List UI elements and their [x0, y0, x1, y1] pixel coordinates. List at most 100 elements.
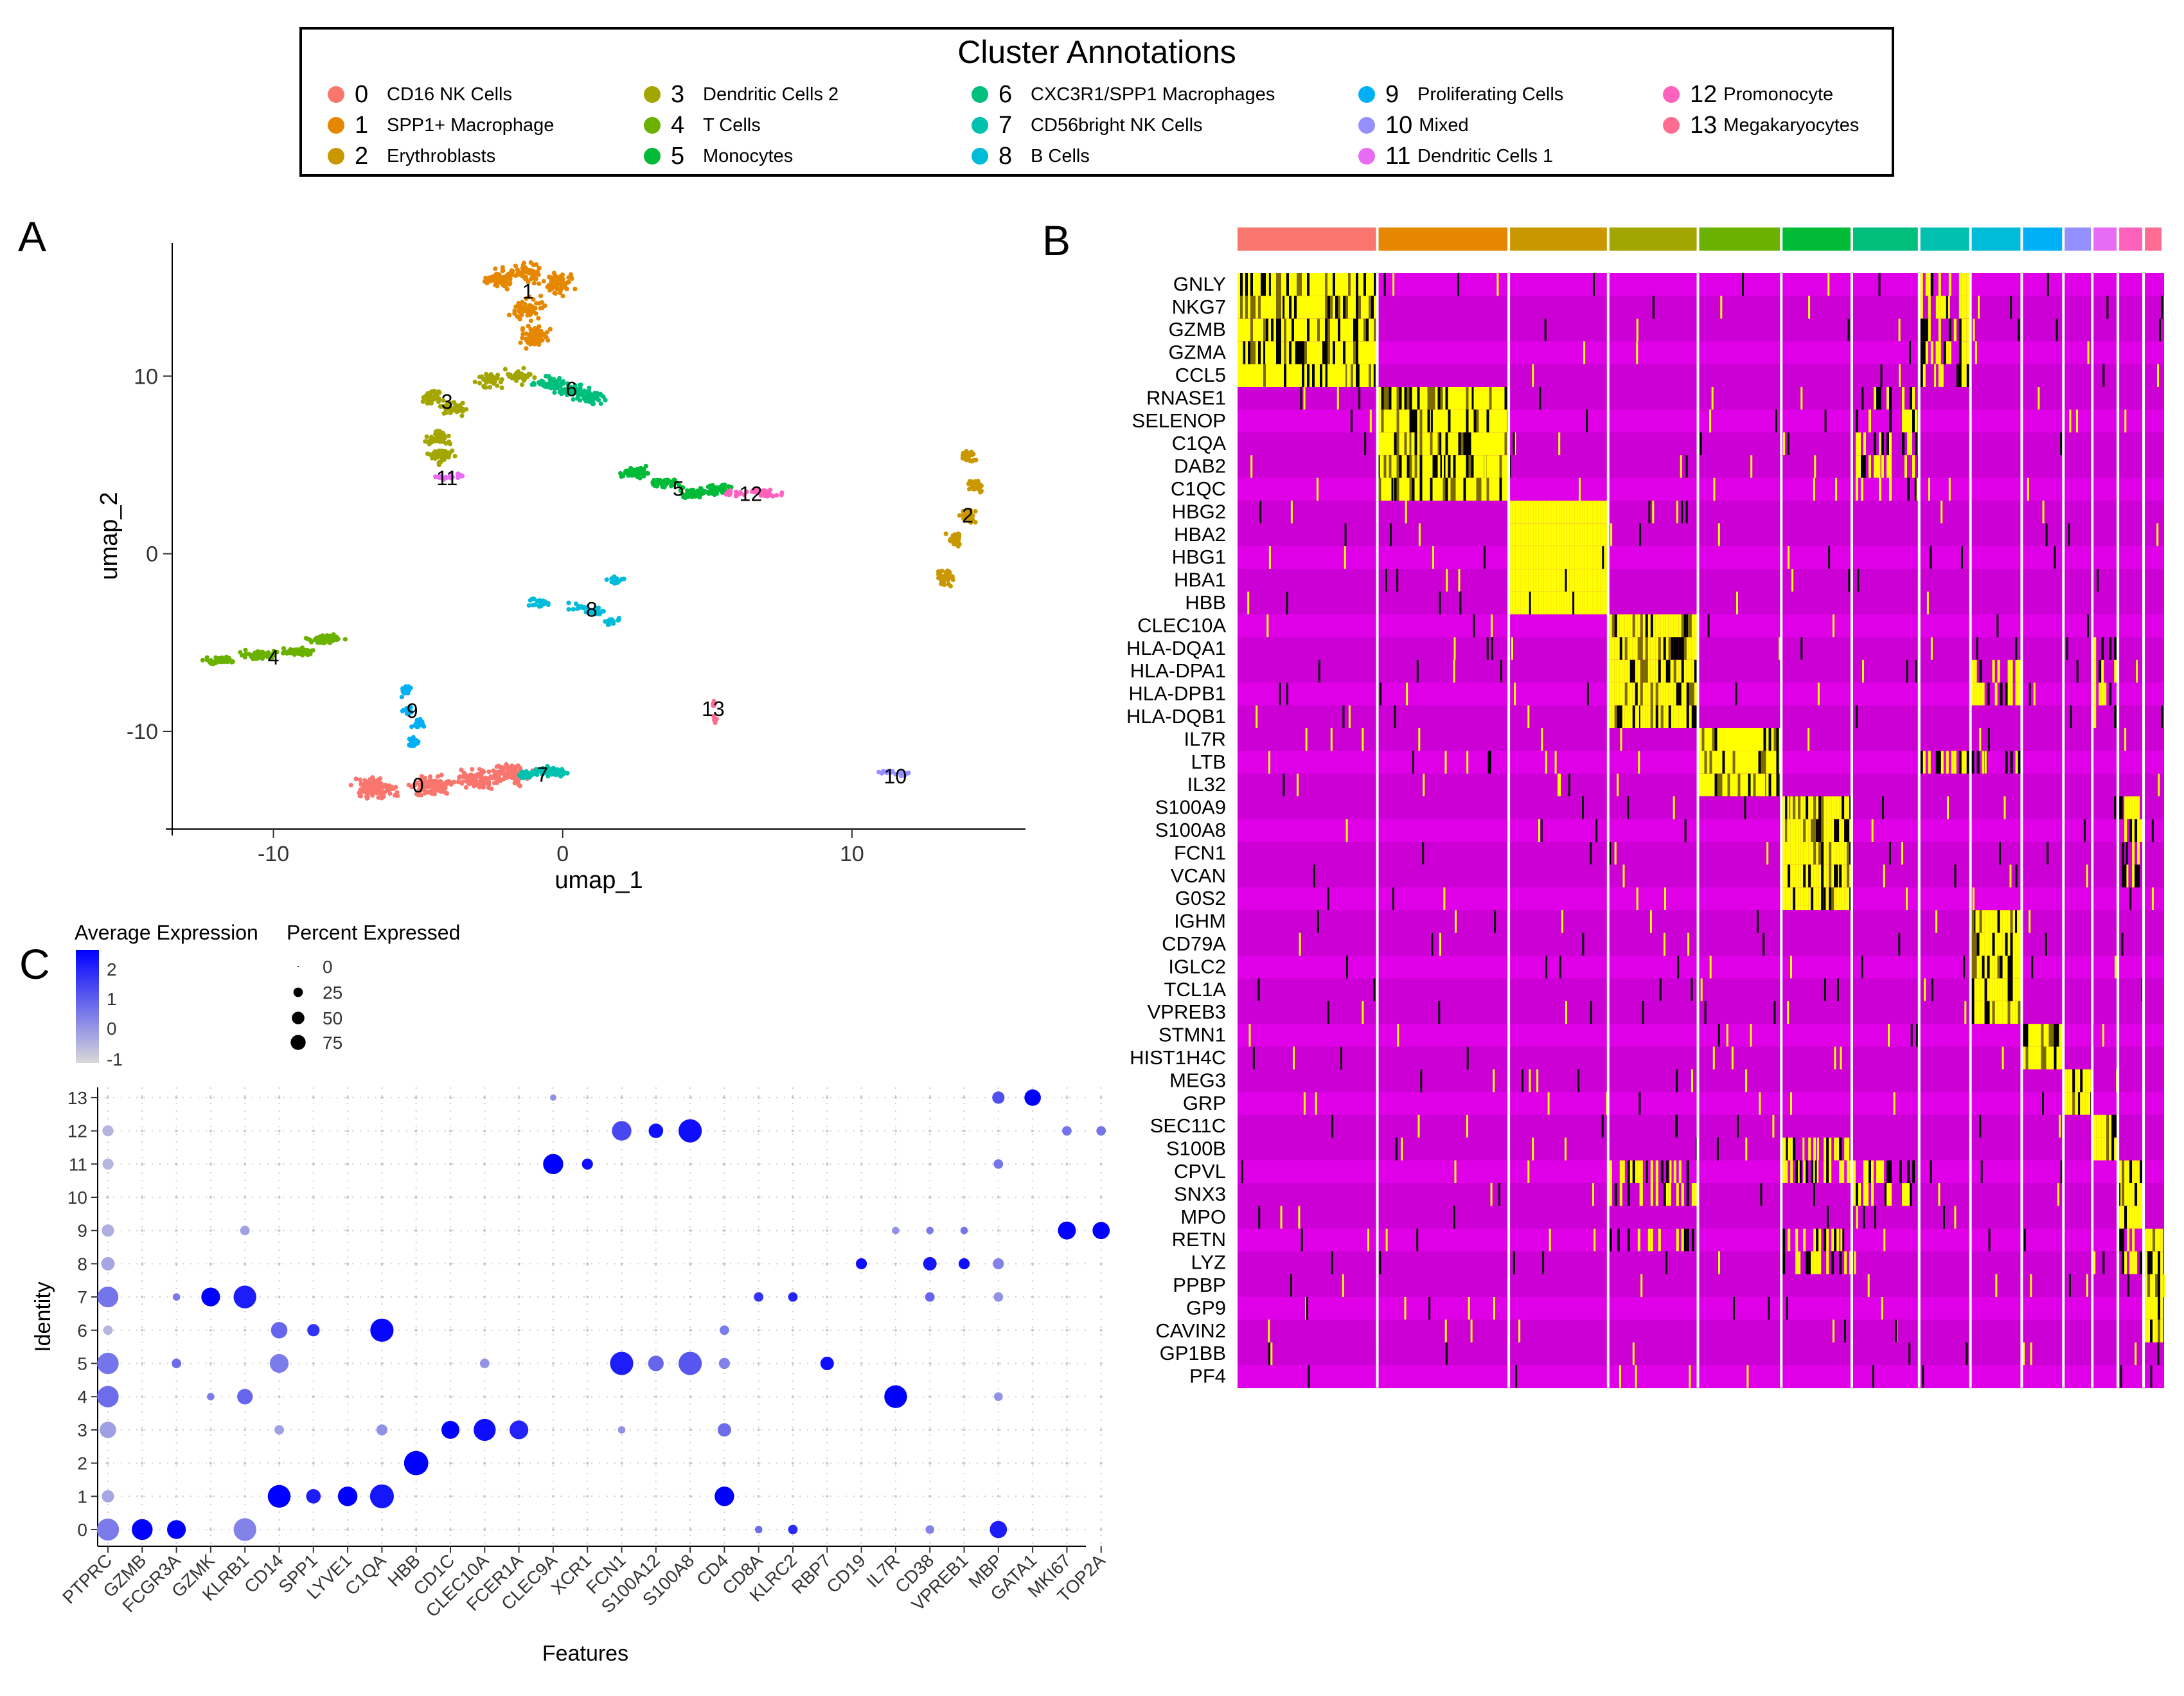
legend-label: Dendritic Cells 2	[703, 84, 839, 105]
dot-background	[312, 1129, 315, 1132]
umap-point	[529, 337, 535, 343]
umap-point	[499, 377, 504, 382]
dot-background	[483, 1196, 486, 1199]
umap-point	[499, 385, 504, 391]
umap-point	[457, 774, 462, 780]
dot-background	[517, 1229, 520, 1232]
dot-background	[449, 1296, 452, 1299]
umap-point	[484, 371, 489, 377]
dot-background	[141, 1196, 144, 1199]
dot-background	[483, 1395, 486, 1398]
umap-point	[551, 275, 556, 281]
umap-point	[604, 577, 609, 582]
umap-point	[504, 762, 509, 767]
umap-point	[973, 509, 978, 514]
dot-background	[449, 1096, 452, 1099]
umap-point	[502, 366, 508, 372]
dot-background	[278, 1096, 281, 1099]
umap-point	[957, 541, 962, 547]
dot-background	[278, 1196, 281, 1199]
umap-point	[601, 609, 606, 614]
umap-point	[943, 570, 948, 575]
umap-point	[200, 657, 205, 663]
legend-swatch	[972, 86, 988, 103]
dot-background	[175, 1328, 178, 1332]
umap-point	[520, 335, 525, 341]
dot-background	[244, 1262, 247, 1265]
dot-background	[723, 1096, 726, 1099]
umap-point	[677, 483, 682, 488]
umap-point	[504, 287, 510, 292]
umap-point	[475, 773, 480, 778]
dot-background	[209, 1495, 212, 1498]
dot-background	[620, 1196, 623, 1199]
umap-point	[580, 391, 585, 397]
dot-background	[312, 1262, 315, 1265]
legend-swatch	[1663, 117, 1680, 134]
dot-background	[620, 1461, 623, 1465]
umap-point	[436, 399, 441, 404]
dot-background	[620, 1495, 623, 1498]
dot-background	[244, 1163, 247, 1166]
dot-background	[483, 1328, 486, 1332]
umap-point	[510, 375, 515, 380]
umap-point	[381, 794, 386, 799]
dot-background	[654, 1229, 657, 1232]
umap-point	[534, 262, 539, 267]
legend-number: 8	[999, 142, 1013, 170]
umap-point	[427, 400, 432, 406]
umap-point	[528, 342, 533, 347]
umap-point	[547, 326, 553, 332]
legend-swatch	[644, 117, 661, 134]
umap-point	[531, 297, 536, 302]
dot-background	[414, 1196, 418, 1199]
dot-background	[620, 1296, 623, 1299]
dot-background	[826, 1495, 829, 1498]
umap-point	[662, 479, 667, 485]
umap-point	[506, 312, 512, 317]
dot-background	[209, 1196, 212, 1199]
dot-background	[928, 1495, 932, 1498]
umap-point	[300, 652, 305, 657]
dot-background	[551, 1328, 555, 1332]
dot-background	[414, 1229, 418, 1232]
umap-point	[303, 636, 308, 641]
umap-point	[482, 279, 488, 284]
umap-point	[573, 287, 578, 292]
umap-point	[506, 371, 511, 377]
legend-number: 13	[1690, 111, 1718, 139]
dot-background	[312, 1362, 315, 1365]
dot-background	[928, 1362, 932, 1365]
dot-background	[620, 1096, 623, 1099]
umap-point	[510, 763, 515, 769]
umap-point	[540, 337, 545, 343]
y-tick-label: 2	[77, 1454, 87, 1474]
dot-background	[620, 1328, 623, 1332]
dot-background	[586, 1262, 589, 1265]
dot-background	[346, 1296, 350, 1299]
umap-point	[975, 486, 981, 492]
umap-point	[554, 380, 560, 386]
dot-background	[551, 1461, 555, 1465]
dot-background	[723, 1461, 726, 1465]
y-tick-label: 0	[146, 542, 158, 567]
dot-background	[792, 1163, 794, 1166]
umap-point	[513, 263, 519, 269]
umap-point	[528, 771, 533, 776]
dot-background	[517, 1395, 520, 1398]
dot-background	[483, 1096, 486, 1099]
umap-point	[637, 476, 643, 481]
x-tick-label: CD19	[822, 1550, 869, 1597]
legend-item-6: 6 CXC3R1/SPP1 Macrophages	[972, 80, 1275, 109]
dot-background	[792, 1428, 794, 1431]
umap-point	[950, 577, 955, 582]
y-tick-label: 5	[77, 1354, 87, 1374]
y-tick-label: 8	[77, 1254, 87, 1274]
dot-background	[894, 1296, 897, 1299]
umap-point	[711, 487, 716, 493]
dot-background	[860, 1129, 863, 1132]
umap-point	[560, 294, 565, 299]
dot-background	[380, 1229, 384, 1232]
dot-background	[244, 1129, 247, 1132]
dot-background	[380, 1461, 384, 1465]
